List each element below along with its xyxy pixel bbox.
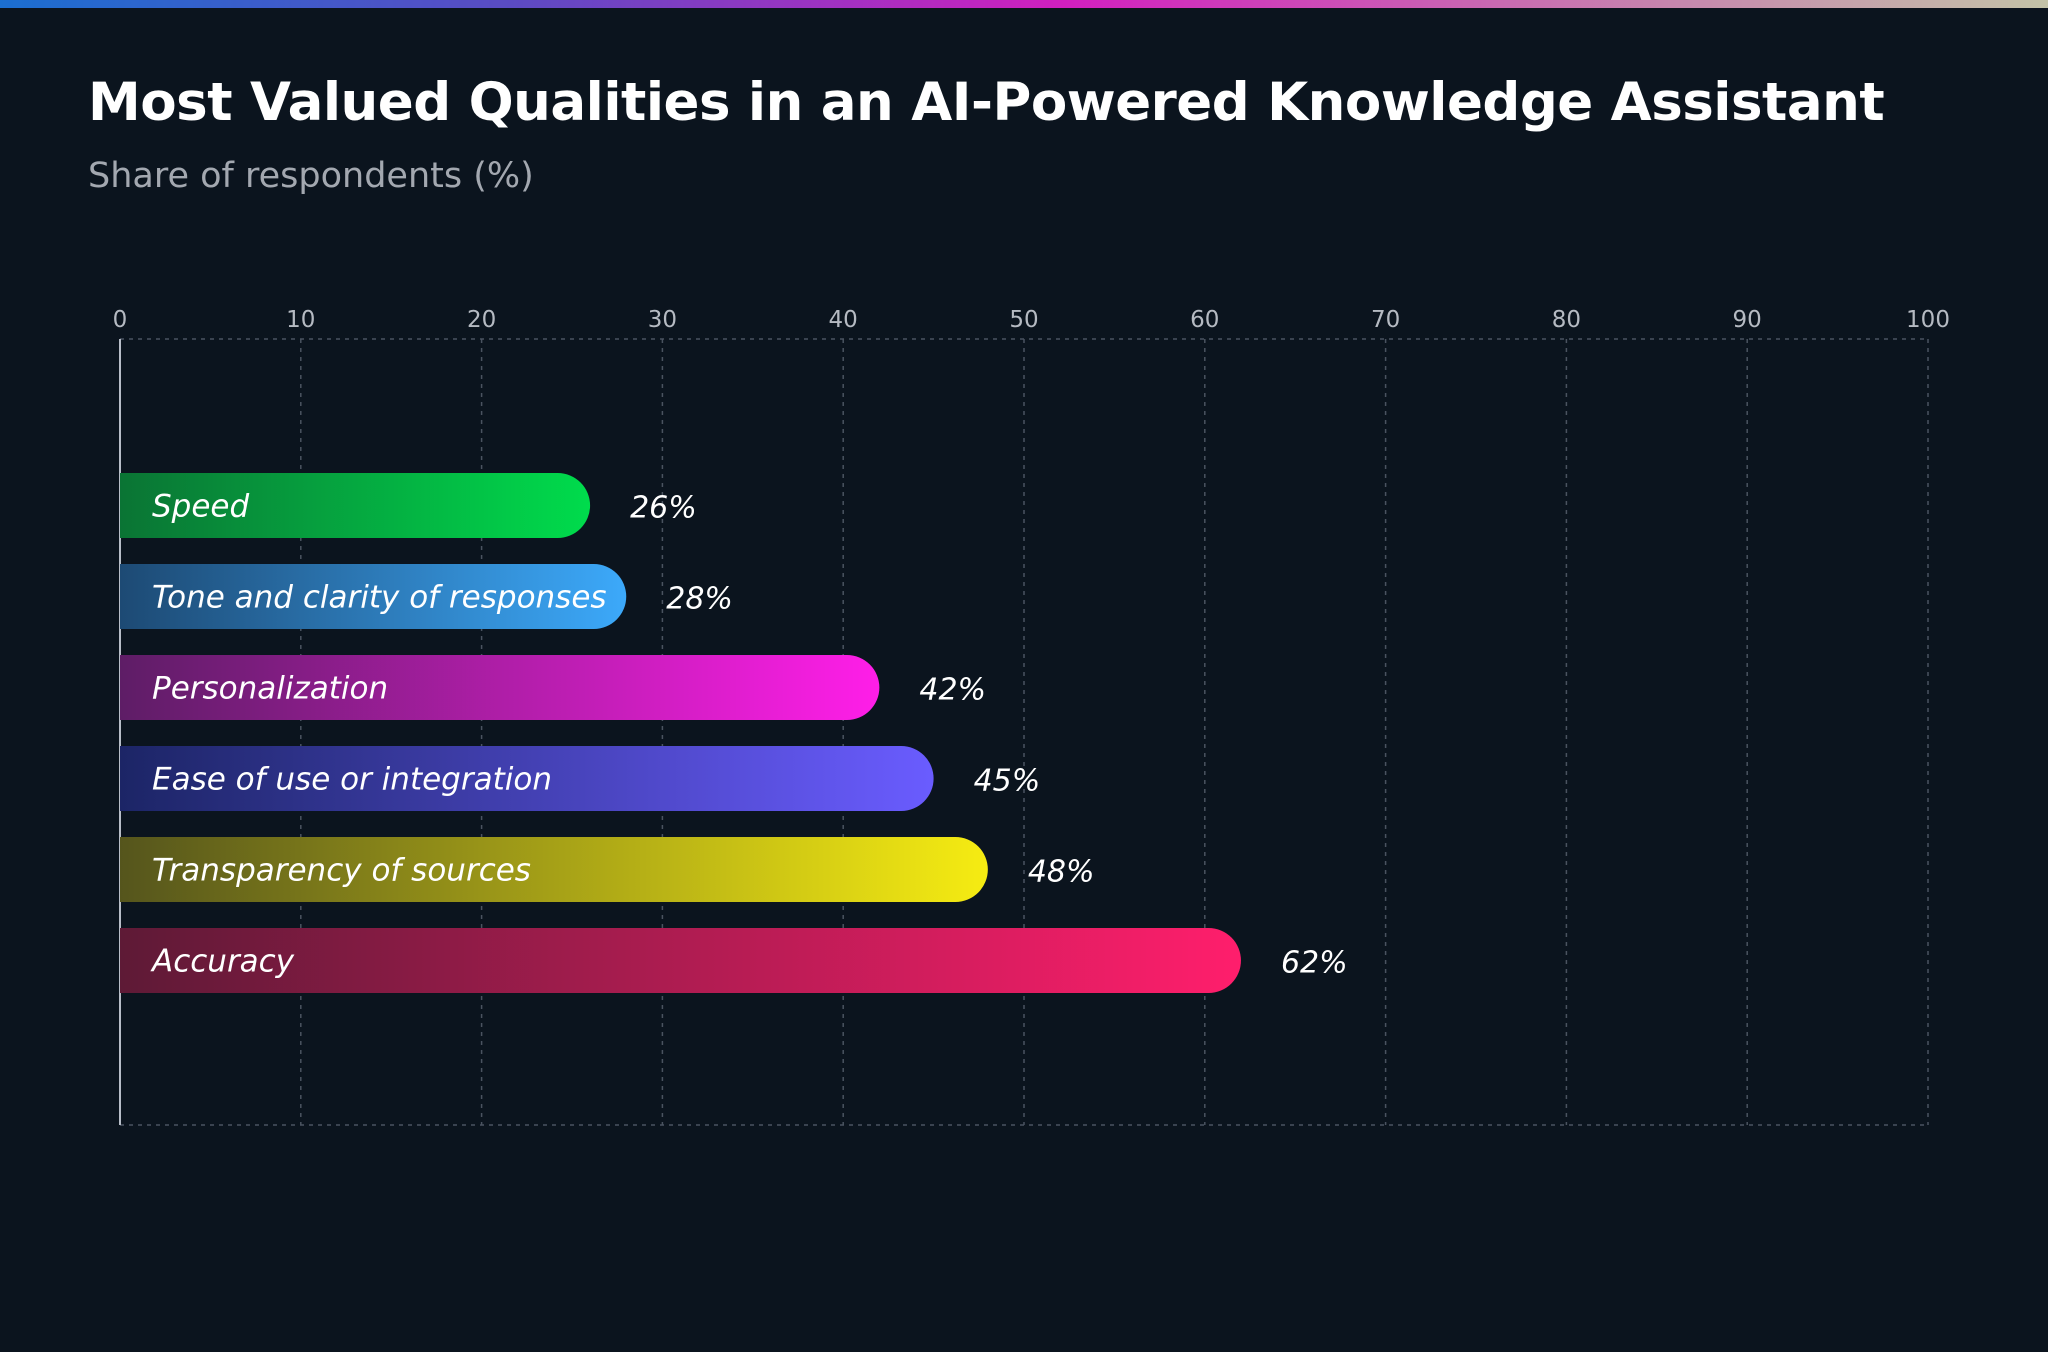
bar-value-label: 28%	[666, 582, 733, 617]
x-tick-label: 40	[829, 307, 858, 333]
x-tick-label: 100	[1906, 307, 1950, 333]
bar-category-label: Personalization	[152, 671, 388, 707]
bar-transparency-of-sources	[120, 837, 988, 902]
bar-speed	[120, 473, 591, 538]
bar-value-label: 45%	[974, 764, 1041, 799]
bar-personalization	[120, 655, 880, 720]
bar-value-label: 48%	[1028, 855, 1095, 890]
bar-ease-of-use-or-integration	[120, 746, 934, 811]
x-tick-label: 80	[1552, 307, 1581, 333]
bar-accuracy	[120, 928, 1241, 993]
x-tick-label: 20	[467, 307, 496, 333]
bar-value-label: 26%	[630, 491, 697, 526]
bar-value-label: 42%	[919, 673, 986, 708]
bar-category-label: Ease of use or integration	[152, 762, 552, 798]
x-tick-label: 0	[113, 307, 128, 333]
x-tick-label: 50	[1009, 307, 1038, 333]
x-tick-label: 10	[286, 307, 315, 333]
x-tick-label: 60	[1190, 307, 1219, 333]
bar-category-label: Accuracy	[150, 944, 295, 980]
x-tick-label: 90	[1733, 307, 1762, 333]
bar-tone-and-clarity-of-responses	[120, 564, 627, 629]
x-tick-label: 30	[648, 307, 677, 333]
chart-subtitle: Share of respondents (%)	[88, 156, 534, 196]
bar-value-label: 62%	[1281, 946, 1348, 981]
x-tick-label: 70	[1371, 307, 1400, 333]
bar-category-label: Tone and clarity of responses	[152, 580, 607, 616]
top-gradient-bar	[0, 0, 2048, 8]
chart-title: Most Valued Qualities in an AI-Powered K…	[88, 72, 1885, 133]
bar-category-label: Transparency of sources	[152, 853, 531, 889]
bar-category-label: Speed	[152, 489, 250, 525]
